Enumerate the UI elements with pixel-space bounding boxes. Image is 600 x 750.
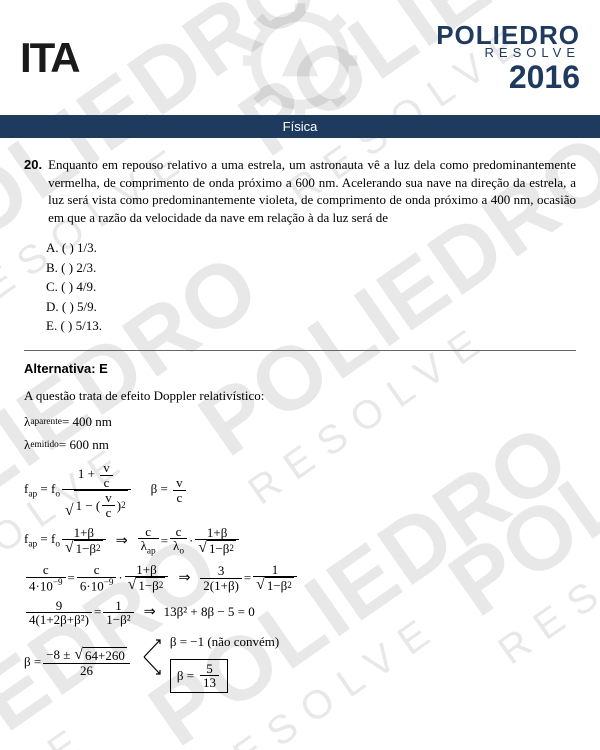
brand-year: 2016 (436, 61, 580, 93)
option-d: D. ( ) 5/9. (46, 297, 576, 317)
content-area: 20. Enquanto em repouso relativo a uma e… (0, 138, 600, 708)
exam-logo: ITA (20, 34, 79, 82)
answer-label: Alternativa: E (24, 361, 576, 376)
option-a: A. ( ) 1/3. (46, 238, 576, 258)
final-answer-box: β = 513 (170, 659, 228, 693)
beta-reject: β = −1 (não convém) (170, 632, 279, 653)
branch-arrow-icon (142, 634, 168, 680)
eq-beta-solve: β = −8 ± √64+260 26 β = −1 (não convém) … (24, 632, 576, 693)
brand-block: POLIEDRO RESOLVE 2016 (436, 22, 580, 93)
imply-icon: ⇒ (178, 567, 190, 590)
option-e: E. ( ) 5/13. (46, 316, 576, 336)
option-c: C. ( ) 4/9. (46, 277, 576, 297)
solution-block: A questão trata de efeito Doppler relati… (24, 386, 576, 693)
imply-icon: ⇒ (116, 530, 128, 553)
option-b: B. ( ) 2/3. (46, 258, 576, 278)
solution-branch: β = −1 (não convém) β = 513 (142, 632, 279, 693)
question-block: 20. Enquanto em repouso relativo a uma e… (24, 156, 576, 226)
polynomial: 13β² + 8β − 5 = 0 (164, 602, 255, 623)
eq-doppler-4: 9 4(1+2β+β²) = 1 1−β² ⇒ 13β² + 8β − 5 = … (24, 599, 576, 627)
beta-accept: β = 513 (170, 659, 279, 693)
lambda-aparente: λaparente = 400 nm (24, 412, 576, 433)
eq-doppler-1: fap = fo 1 + vc √1 − (vc)2 β = vc (24, 461, 576, 520)
subject-bar: Física (0, 115, 600, 138)
solution-intro: A questão trata de efeito Doppler relati… (24, 386, 576, 407)
divider (24, 350, 576, 351)
imply-icon: ⇒ (144, 601, 156, 624)
question-text: Enquanto em repouso relativo a uma estre… (48, 156, 576, 226)
lambda-emitido: λemitido = 600 nm (24, 435, 576, 456)
page-header: ITA POLIEDRO RESOLVE 2016 (0, 0, 600, 115)
options-list: A. ( ) 1/3. B. ( ) 2/3. C. ( ) 4/9. D. (… (46, 238, 576, 336)
eq-doppler-3: c 4·10−9 = c 6·10−9 · 1+β √1−β2 ⇒ 3 2(1+… (24, 563, 576, 594)
eq-doppler-2: fap = fo 1+β √1−β2 ⇒ cλap = cλo · 1+β √1… (24, 525, 576, 558)
gear-watermark-icon (235, 0, 365, 125)
question-number: 20. (24, 156, 42, 226)
